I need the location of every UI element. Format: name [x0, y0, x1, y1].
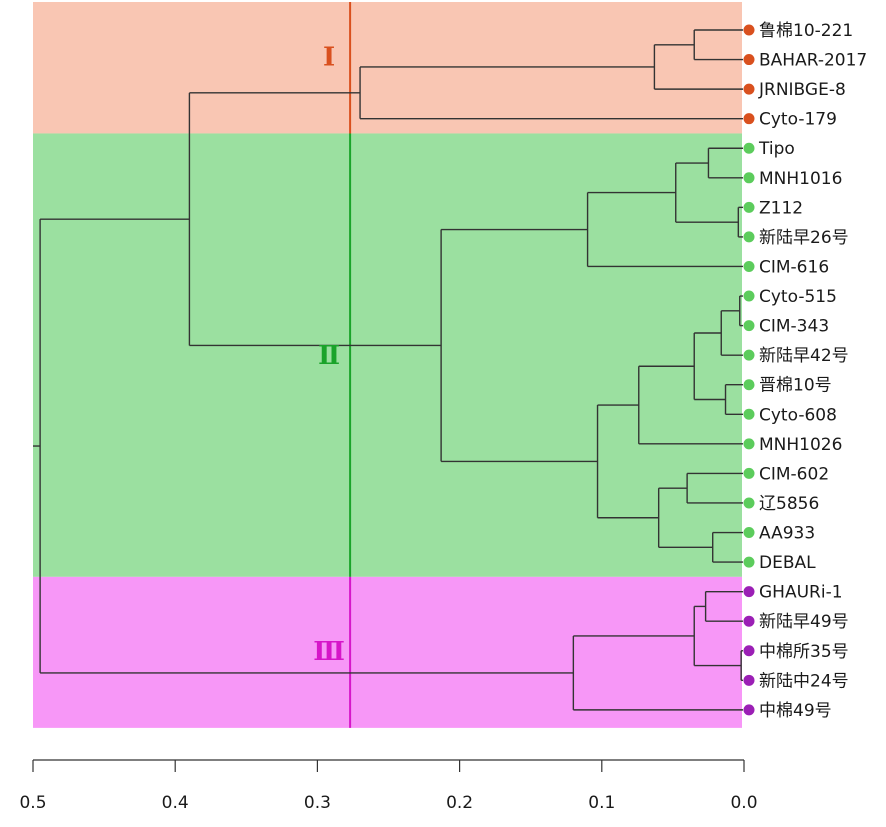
leaf-item: Cyto-515 [743, 287, 837, 307]
leaf-dot [743, 113, 755, 125]
leaf-label: MNH1026 [759, 435, 842, 455]
leaf-item: 新陆早26号 [743, 228, 849, 248]
cluster-band-I [33, 2, 742, 134]
leaf-label: Cyto-608 [759, 405, 837, 425]
leaf-label: MNH1016 [759, 169, 842, 189]
axis-tick-label: 0.1 [588, 793, 615, 813]
axis-tick-label: 0.2 [446, 793, 473, 813]
leaf-item: CIM-616 [743, 257, 829, 277]
leaf-item: Cyto-179 [743, 110, 837, 130]
leaf-item: Tipo [743, 139, 795, 159]
leaf-label: 中棉49号 [759, 701, 832, 721]
leaf-label: 新陆中24号 [759, 671, 849, 691]
cluster-labels: Ⅰ Ⅱ Ⅲ [313, 43, 345, 667]
cluster-band-III [33, 576, 742, 728]
leaf-label: CIM-602 [759, 464, 829, 484]
leaf-list: 鲁棉10-221 BAHAR-2017 JRNIBGE-8 Cyto-179 Tipo M… [743, 21, 867, 721]
leaf-item: 中棉49号 [743, 701, 832, 721]
leaf-dot [743, 556, 755, 568]
leaf-dot [743, 142, 755, 154]
leaf-dot [743, 24, 755, 36]
leaf-dot [743, 586, 755, 598]
axis-tick-label: 0.3 [304, 793, 331, 813]
leaf-dot [743, 438, 755, 450]
leaf-dot [743, 379, 755, 391]
axis-tick-label: 0.5 [19, 793, 46, 813]
leaf-dot [743, 260, 755, 272]
leaf-label: GHAURi-1 [759, 583, 843, 603]
leaf-label: CIM-343 [759, 317, 829, 337]
leaf-item: MNH1016 [743, 169, 842, 189]
leaf-item: CIM-602 [743, 464, 829, 484]
leaf-dot [743, 349, 755, 361]
cluster-label-III: Ⅲ [313, 637, 345, 667]
cluster-bands [33, 2, 742, 728]
leaf-label: Z112 [759, 198, 803, 218]
tree-branches [33, 29, 743, 711]
leaf-item: 新陆早42号 [743, 346, 849, 366]
cluster-label-I: Ⅰ [323, 43, 335, 73]
leaf-label: 鲁棉10-221 [759, 21, 853, 41]
leaf-dot [743, 615, 755, 627]
leaf-label: Tipo [758, 139, 795, 159]
leaf-label: 新陆早49号 [759, 612, 849, 632]
leaf-item: Z112 [743, 198, 803, 218]
leaf-label: Cyto-515 [759, 287, 837, 307]
leaf-dot [743, 645, 755, 657]
leaf-label: BAHAR-2017 [759, 51, 867, 71]
leaf-dot [743, 527, 755, 539]
axis-tick-label: 0.4 [162, 793, 189, 813]
leaf-dot [743, 467, 755, 479]
leaf-item: 新陆中24号 [743, 671, 849, 691]
leaf-label: 中棉所35号 [759, 642, 849, 662]
leaf-item: Cyto-608 [743, 405, 837, 425]
leaf-label: 新陆早26号 [759, 228, 849, 248]
leaf-item: 辽5856 [743, 494, 819, 514]
leaf-dot [743, 497, 755, 509]
leaf-item: GHAURi-1 [743, 583, 843, 603]
leaf-item: 鲁棉10-221 [743, 21, 853, 41]
leaf-dot [743, 54, 755, 66]
leaf-dot [743, 83, 755, 95]
leaf-label: CIM-616 [759, 257, 829, 277]
leaf-item: JRNIBGE-8 [743, 80, 846, 100]
leaf-dot [743, 231, 755, 243]
axis-tick-label: 0.0 [730, 793, 757, 813]
cluster-band-II [33, 133, 742, 577]
leaf-dot [743, 704, 755, 716]
x-axis: 0.5 0.4 0.3 0.2 0.1 0.0 [19, 759, 758, 813]
leaf-dot [743, 290, 755, 302]
leaf-label: AA933 [759, 524, 815, 544]
leaf-dot [743, 172, 755, 184]
leaf-label: 新陆早42号 [759, 346, 849, 366]
leaf-label: Cyto-179 [759, 110, 837, 130]
leaf-dot [743, 320, 755, 332]
leaf-item: 新陆早49号 [743, 612, 849, 632]
leaf-item: CIM-343 [743, 317, 829, 337]
leaf-item: 中棉所35号 [743, 642, 849, 662]
cluster-label-II: Ⅱ [318, 341, 340, 371]
leaf-label: DEBAL [759, 553, 816, 573]
leaf-item: BAHAR-2017 [743, 51, 867, 71]
leaf-dot [743, 408, 755, 420]
leaf-label: 辽5856 [759, 494, 819, 514]
leaf-item: DEBAL [743, 553, 816, 573]
leaf-item: 晋棉10号 [743, 376, 832, 396]
leaf-item: MNH1026 [743, 435, 842, 455]
leaf-item: AA933 [743, 524, 815, 544]
leaf-dot [743, 201, 755, 213]
leaf-label: 晋棉10号 [759, 376, 832, 396]
leaf-label: JRNIBGE-8 [758, 80, 846, 100]
leaf-dot [743, 674, 755, 686]
